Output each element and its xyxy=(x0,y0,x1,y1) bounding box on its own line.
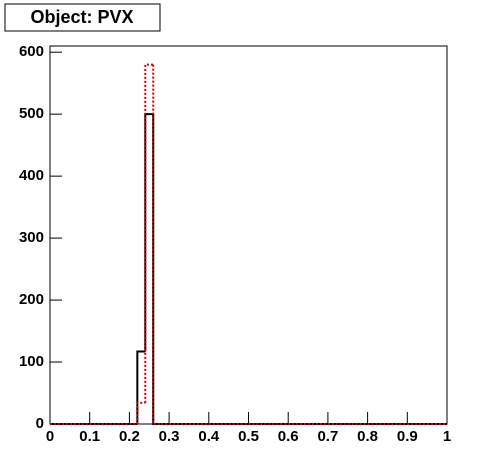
y-tick-label: 100 xyxy=(19,353,44,370)
x-tick-label: 0.5 xyxy=(238,428,259,445)
histogram-bin xyxy=(136,401,146,424)
y-tick-label: 500 xyxy=(19,105,44,122)
x-tick-label: 0.4 xyxy=(198,428,220,445)
x-tick-label: 0 xyxy=(46,428,54,445)
histogram-bin xyxy=(152,64,162,425)
x-tick-label: 0.6 xyxy=(278,428,299,445)
y-tick-label: 0 xyxy=(36,415,44,432)
x-tick-label: 0.7 xyxy=(317,428,338,445)
x-tick-label: 0.3 xyxy=(159,428,180,445)
x-tick-label: 0.8 xyxy=(357,428,378,445)
x-tick-label: 0.2 xyxy=(119,428,140,445)
x-tick-label: 0.1 xyxy=(79,428,100,445)
title-box xyxy=(4,3,161,32)
y-tick-label: 600 xyxy=(19,43,44,60)
y-tick-label: 200 xyxy=(19,291,44,308)
x-tick-label: 0.9 xyxy=(397,428,418,445)
chart-title: Object: PVX xyxy=(30,7,133,27)
histogram-bin xyxy=(136,350,146,424)
histogram-bin xyxy=(144,63,154,403)
y-tick-label: 300 xyxy=(19,229,44,246)
y-tick-label: 400 xyxy=(19,167,44,184)
x-tick-label: 1 xyxy=(443,428,451,445)
